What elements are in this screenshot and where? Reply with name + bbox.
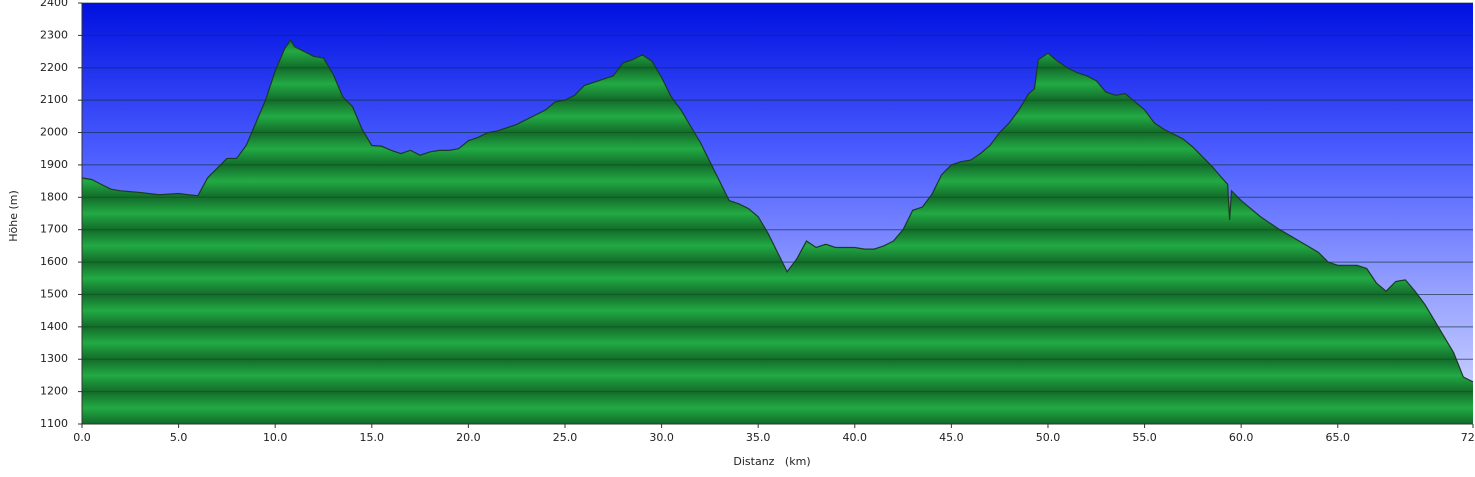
y-tick-label: 1100 [40, 417, 68, 430]
elevation-line [81, 39, 1474, 383]
x-tick-label: 5.0 [170, 431, 188, 444]
x-axis-label: Distanz (km) [733, 455, 810, 468]
x-tick-label: 15.0 [360, 431, 385, 444]
y-axis-label: Höhe (m) [7, 190, 20, 242]
y-tick-label: 1500 [40, 287, 68, 300]
y-tick-label: 2300 [40, 28, 68, 41]
y-tick-label: 1400 [40, 320, 68, 333]
y-tick-label: 2200 [40, 61, 68, 74]
x-tick-label: 35.0 [746, 431, 771, 444]
y-tick-label: 2000 [40, 126, 68, 139]
x-tick-label: 25.0 [553, 431, 578, 444]
x-tick-label: 65.0 [1326, 431, 1351, 444]
y-tick-label: 1700 [40, 223, 68, 236]
x-tick-label: 10.0 [263, 431, 288, 444]
y-tick-label: 1200 [40, 385, 68, 398]
y-tick-label: 1600 [40, 255, 68, 268]
y-tick-label: 1900 [40, 158, 68, 171]
x-tick-label: 40.0 [843, 431, 868, 444]
x-tick-label: 50.0 [1036, 431, 1061, 444]
x-tick-label: 45.0 [939, 431, 964, 444]
x-tick-label: 0.0 [73, 431, 91, 444]
elevation-area [82, 40, 1473, 424]
y-tick-label: 2400 [40, 0, 68, 9]
x-tick-label: 55.0 [1132, 431, 1157, 444]
y-tick-label: 1300 [40, 352, 68, 365]
x-tick-label: 20.0 [456, 431, 481, 444]
x-tick-label: 60.0 [1229, 431, 1254, 444]
x-tick-label: 72.0 [1461, 431, 1475, 444]
y-tick-label: 2100 [40, 93, 68, 106]
x-tick-label: 30.0 [649, 431, 674, 444]
y-tick-label: 1800 [40, 190, 68, 203]
